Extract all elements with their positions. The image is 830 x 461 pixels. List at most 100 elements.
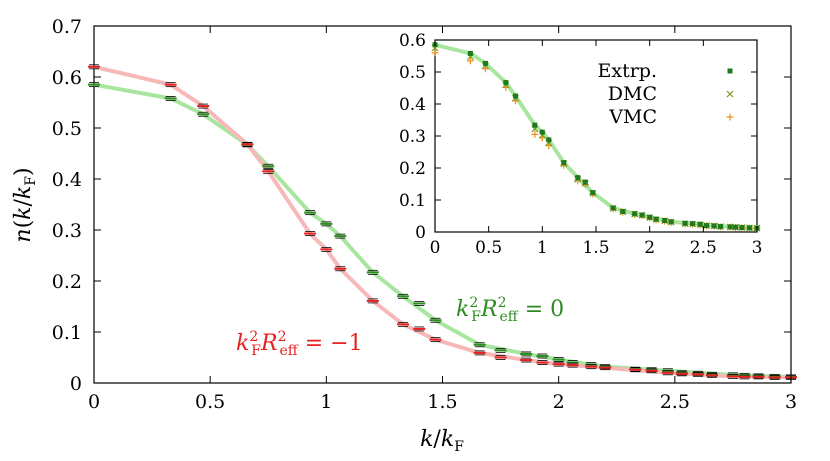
annotation-red: k2 FR2 eff = −1 xyxy=(236,329,363,359)
y-tick-label: 0.1 xyxy=(52,322,82,344)
main-point-0 xyxy=(320,221,333,227)
legend-marker-0 xyxy=(727,68,733,74)
main-point-1 xyxy=(88,64,100,70)
main-point-0 xyxy=(520,351,533,357)
x-tick-label: 0.5 xyxy=(195,391,225,413)
inset-y-tick-label: 0.4 xyxy=(399,95,426,115)
main-point-1 xyxy=(366,298,379,304)
y-tick-label: 0.5 xyxy=(52,118,82,140)
main-point-1 xyxy=(429,337,442,343)
main-point-1 xyxy=(197,103,210,109)
inset-point-0 xyxy=(647,214,653,220)
legend-label-1: DMC xyxy=(608,83,657,105)
main-point-0 xyxy=(552,357,565,362)
main-point-1 xyxy=(738,374,751,380)
inset-point-0 xyxy=(620,209,626,215)
main-point-1 xyxy=(520,357,533,363)
legend-marker-2 xyxy=(726,113,734,121)
main-point-0 xyxy=(473,342,486,348)
main-point-1 xyxy=(473,350,486,356)
main-point-1 xyxy=(599,365,612,371)
main-point-0 xyxy=(413,301,426,306)
inset-plot: 0 0.5 1 1.5 2 2.5 3 0 0.1 0.2 0.3 0.4 0.5 0.6 Extrp.D… xyxy=(399,31,762,258)
main-point-1 xyxy=(552,361,565,367)
main-point-1 xyxy=(397,321,410,327)
y-tick-label: 0.2 xyxy=(52,271,82,293)
inset-x-tick-label: 0 xyxy=(430,238,441,258)
inset-point-0 xyxy=(711,223,717,229)
inset-point-0 xyxy=(697,221,703,227)
inset-point-0 xyxy=(727,224,733,230)
main-point-1 xyxy=(241,141,254,147)
main-plot: 0 0.5 1 1.5 2 2.5 3 0 0.1 0.2 0.3 0.4 0.5 0.6 0.7 n(k/… xyxy=(11,16,797,455)
inset-y-tick-label: 0.5 xyxy=(399,63,426,83)
inset-point-0 xyxy=(610,205,616,211)
legend-marker-1 xyxy=(726,90,734,98)
legend-label-0: Extrp. xyxy=(597,60,657,82)
inset-point-0 xyxy=(733,224,739,230)
inset-point-2 xyxy=(481,65,489,73)
main-point-1 xyxy=(629,367,642,373)
inset-point-0 xyxy=(746,225,752,231)
main-point-1 xyxy=(675,371,688,377)
inset-ticks: 0 0.5 1 1.5 2 2.5 3 0 0.1 0.2 0.3 0.4 0.5 0.6 xyxy=(399,31,762,258)
main-point-1 xyxy=(768,374,781,380)
main-point-1 xyxy=(536,360,549,366)
inset-fit-line xyxy=(434,42,758,231)
x-tick-label: 3 xyxy=(785,391,797,413)
inset-point-0 xyxy=(575,175,581,181)
x-tick-label: 1.5 xyxy=(427,391,457,413)
main-point-0 xyxy=(88,82,100,88)
main-point-1 xyxy=(706,372,719,378)
inset-point-0 xyxy=(704,223,710,229)
main-data-points xyxy=(88,64,797,380)
main-point-1 xyxy=(726,373,739,379)
main-point-1 xyxy=(262,168,275,174)
main-point-0 xyxy=(197,111,210,117)
y-tick-label: 0.3 xyxy=(52,220,82,242)
inset-x-tick-label: 1 xyxy=(537,238,548,258)
inset-y-tick-label: 0.3 xyxy=(399,127,426,147)
x-tick-label: 0 xyxy=(88,391,100,413)
main-point-1 xyxy=(752,374,765,380)
main-point-1 xyxy=(413,326,426,332)
inset-point-0 xyxy=(546,137,552,143)
inset-x-tick-label: 0.5 xyxy=(475,238,502,258)
inset-point-0 xyxy=(513,93,518,99)
inset-point-0 xyxy=(467,50,473,56)
inset-point-0 xyxy=(682,220,688,226)
y-tick-label: 0 xyxy=(70,373,82,395)
inset-x-tick-label: 2.5 xyxy=(690,238,717,258)
x-tick-label: 1 xyxy=(320,391,332,413)
inset-x-tick-label: 2 xyxy=(644,238,655,258)
inset-point-2 xyxy=(531,130,539,138)
inset-point-0 xyxy=(662,217,668,223)
inset-point-0 xyxy=(632,211,638,217)
inset-point-0 xyxy=(539,129,545,135)
x-axis-label: k/kF xyxy=(420,427,464,455)
inset-point-0 xyxy=(582,179,588,185)
main-fit-line-1 xyxy=(93,64,792,380)
x-tick-label: 2 xyxy=(553,391,565,413)
inset-point-2 xyxy=(466,57,474,65)
main-point-0 xyxy=(262,163,275,169)
inset-x-tick-label: 3 xyxy=(752,238,763,258)
inset-point-0 xyxy=(503,80,509,86)
inset-y-tick-label: 0.6 xyxy=(399,31,426,51)
main-point-0 xyxy=(164,96,177,101)
main-point-0 xyxy=(334,233,347,239)
main-point-0 xyxy=(536,353,549,359)
main-point-1 xyxy=(334,266,347,272)
inset-point-2 xyxy=(431,49,439,57)
main-point-1 xyxy=(645,368,658,374)
main-point-1 xyxy=(494,355,507,360)
annotation-green: k2 FR2 eff = 0 xyxy=(456,295,564,325)
inset-point-0 xyxy=(718,224,724,230)
main-point-1 xyxy=(692,371,705,377)
main-point-0 xyxy=(366,269,379,275)
main-point-1 xyxy=(320,246,333,252)
main-point-0 xyxy=(429,317,442,323)
inset-point-0 xyxy=(668,219,674,225)
main-point-0 xyxy=(304,210,317,216)
